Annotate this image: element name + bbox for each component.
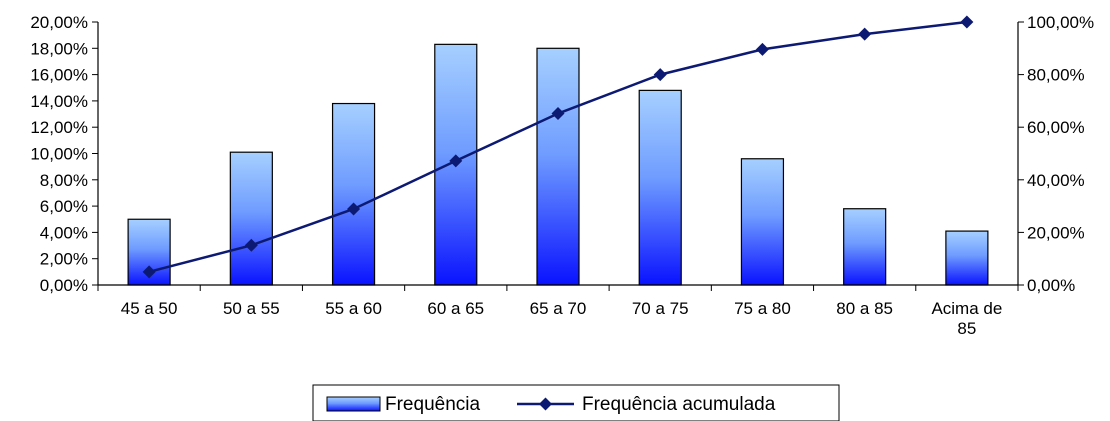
legend-label-frequencia: Frequência [385, 394, 480, 415]
bar-4 [536, 47, 580, 286]
cumulative-point-4 [551, 107, 565, 121]
axes-group [92, 21, 1024, 291]
x-tick-label: 65 a 70 [530, 299, 587, 318]
x-tick-label: 75 a 80 [734, 299, 791, 318]
left-tick-label: 20,00% [30, 13, 88, 32]
right-tick-label: 60,00% [1027, 118, 1085, 137]
legend-bar-swatch [326, 396, 381, 412]
left-tick-label: 6,00% [40, 197, 88, 216]
right-tick-label: 40,00% [1027, 171, 1085, 190]
left-tick-label: 18,00% [30, 39, 88, 58]
x-tick-label: 80 a 85 [836, 299, 893, 318]
cumulative-line-group [142, 15, 974, 279]
right-tick-label: 20,00% [1027, 223, 1085, 242]
cumulative-point-7 [858, 27, 872, 41]
tick-labels-group: 0,00% 2,00% 4,00% 6,00% 8,00% 10,00% 12,00% 14,… [30, 13, 1094, 338]
cumulative-point-6 [755, 42, 769, 56]
x-tick-label: 60 a 65 [427, 299, 484, 318]
left-tick-label: 8,00% [40, 171, 88, 190]
left-tick-label: 12,00% [30, 118, 88, 137]
right-tick-label: 80,00% [1027, 66, 1085, 85]
cumulative-point-0 [142, 265, 156, 279]
bar-7 [843, 208, 887, 286]
right-tick-label: 100,00% [1027, 13, 1094, 32]
left-tick-label: 14,00% [30, 92, 88, 111]
bar-6 [740, 158, 785, 286]
bar-5 [638, 89, 682, 286]
cumulative-point-1 [244, 238, 258, 252]
cumulative-point-5 [653, 68, 667, 82]
cumulative-point-2 [347, 202, 361, 216]
left-tick-label: 2,00% [40, 250, 88, 269]
x-tick-label: 50 a 55 [223, 299, 280, 318]
legend-label-frequencia-acumulada: Frequência acumulada [582, 394, 776, 415]
x-tick-label: 45 a 50 [121, 299, 178, 318]
legend-marker-swatch [539, 397, 552, 411]
bars-group [127, 43, 989, 286]
bar-1 [229, 151, 273, 286]
x-tick-label: 70 a 75 [632, 299, 689, 318]
left-tick-label: 16,00% [30, 66, 88, 85]
legend-box [312, 384, 840, 421]
x-tick-label: 55 a 60 [325, 299, 382, 318]
bar-8 [945, 230, 989, 286]
right-tick-label: 0,00% [1027, 276, 1075, 295]
left-tick-label: 0,00% [40, 276, 88, 295]
bar-2 [331, 102, 376, 286]
x-tick-label: Acima de 85 [931, 299, 1002, 338]
cumulative-point-3 [449, 154, 463, 168]
legend: Frequência Frequência acumulada [312, 384, 840, 421]
left-tick-label: 10,00% [30, 145, 88, 164]
cumulative-point-8 [960, 15, 974, 29]
left-tick-label: 4,00% [40, 223, 88, 242]
